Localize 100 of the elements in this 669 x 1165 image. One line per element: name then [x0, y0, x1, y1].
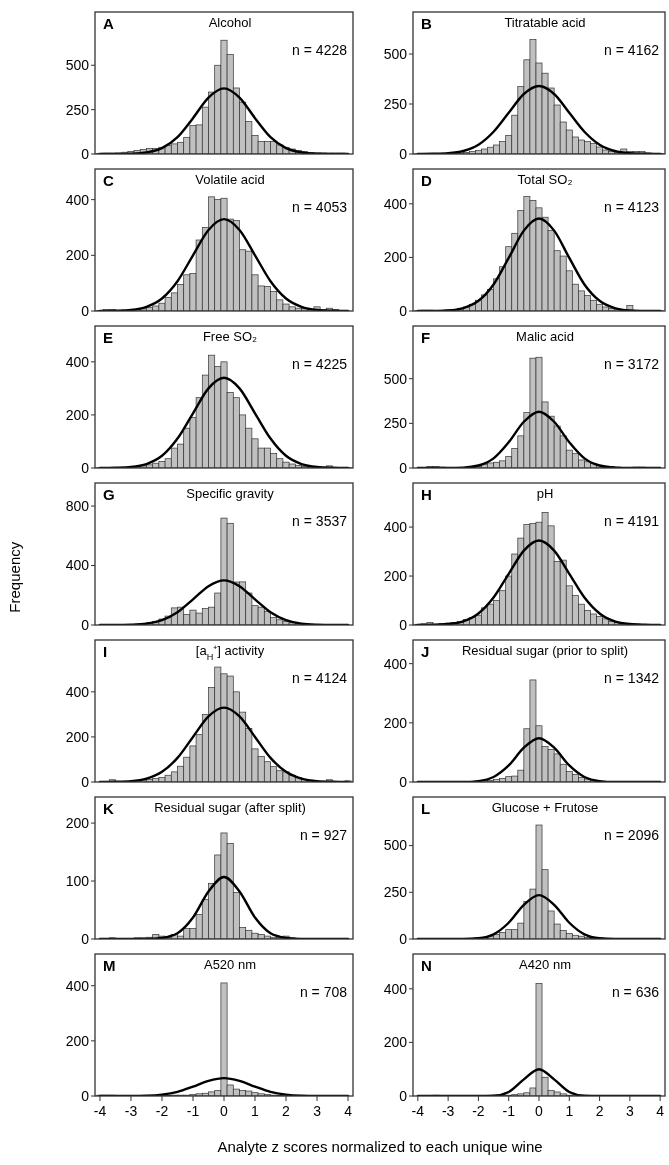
annotation: N — [421, 957, 432, 974]
y-tick-label: 400 — [383, 518, 408, 535]
annotation: K — [103, 800, 114, 817]
x-tick-label: 2 — [282, 1103, 291, 1119]
y-tick-label: 200 — [65, 247, 90, 264]
y-tick-label: 400 — [383, 980, 408, 997]
y-tick-label: 0 — [399, 145, 408, 162]
chart-title: Volatile acid — [195, 172, 265, 187]
x-axis-title: Analyte z scores normalized to each unique wine — [217, 1138, 543, 1155]
chart-title: Glucose + Frutose — [491, 800, 599, 815]
x-tick-label: -1 — [186, 1103, 200, 1119]
annotation: n = 4053 — [292, 199, 348, 215]
annotation: n = 4123 — [604, 199, 660, 215]
y-tick-label: 0 — [81, 773, 90, 790]
chart-title: Total SO₂ — [517, 172, 573, 187]
annotation: L — [421, 800, 431, 817]
y-tick-label: 0 — [81, 302, 90, 319]
chart-title: A520 nm — [203, 957, 257, 972]
x-tick-label: 0 — [220, 1103, 229, 1119]
y-tick-label: 200 — [65, 1032, 90, 1049]
x-tick-label: 2 — [595, 1103, 604, 1119]
annotation: C — [103, 172, 114, 189]
y-tick-label: 0 — [81, 930, 90, 947]
y-tick-label: 250 — [383, 95, 408, 112]
y-tick-label: 250 — [383, 415, 408, 432]
y-tick-label: 200 — [383, 567, 408, 584]
x-tick-label: -4 — [411, 1103, 425, 1119]
chart-title: Malic acid — [516, 329, 574, 344]
annotation: J — [421, 643, 430, 660]
y-tick-label: 200 — [65, 728, 90, 745]
y-tick-label: 400 — [65, 191, 90, 208]
y-tick-label: 500 — [383, 45, 408, 62]
y-tick-label: 250 — [383, 884, 408, 901]
annotation: n = 4162 — [604, 42, 660, 58]
y-tick-label: 200 — [65, 406, 90, 423]
annotation: G — [103, 486, 115, 503]
chart-title: Free SO₂ — [202, 329, 258, 344]
x-tick-label: 1 — [565, 1103, 574, 1119]
chart-title: Specific gravity — [186, 486, 275, 501]
y-tick-label: 200 — [383, 249, 408, 266]
y-tick-label: 0 — [399, 773, 408, 790]
y-tick-label: 0 — [81, 459, 90, 476]
annotation: B — [421, 15, 432, 32]
y-tick-label: 400 — [65, 977, 90, 994]
chart-title: [a$_{H}$⁺] activity — [195, 643, 265, 662]
annotation: n = 2096 — [604, 827, 660, 843]
annotation: n = 4191 — [604, 513, 660, 529]
annotation: H — [421, 486, 432, 503]
y-tick-label: 0 — [81, 145, 90, 162]
y-tick-label: 200 — [65, 814, 90, 831]
annotation: n = 3537 — [292, 513, 348, 529]
x-tick-label: 1 — [251, 1103, 260, 1119]
x-tick-label: -1 — [502, 1103, 516, 1119]
annotation: I — [103, 643, 108, 660]
annotation: n = 1342 — [604, 670, 660, 686]
y-tick-label: 0 — [399, 302, 408, 319]
y-tick-label: 400 — [383, 655, 408, 672]
y-tick-label: 250 — [65, 101, 90, 118]
annotation: n = 3172 — [604, 356, 660, 372]
chart-title: Titratable acid — [504, 15, 586, 30]
y-tick-label: 0 — [81, 1087, 90, 1104]
annotation: A — [103, 15, 114, 32]
annotation: n = 4124 — [292, 670, 348, 686]
y-tick-label: 0 — [399, 616, 408, 633]
annotation: M — [103, 957, 116, 974]
chart-title: Residual sugar (after split) — [154, 800, 306, 815]
annotation: n = 636 — [611, 984, 660, 1000]
x-tick-label: -3 — [441, 1103, 455, 1119]
x-tick-label: 4 — [656, 1103, 665, 1119]
annotation: n = 708 — [299, 984, 348, 1000]
y-tick-label: 400 — [65, 683, 90, 700]
chart-title: Alcohol — [208, 15, 252, 30]
y-tick-label: 400 — [65, 353, 90, 370]
y-tick-label: 500 — [65, 57, 90, 74]
y-tick-label: 500 — [383, 837, 408, 854]
y-tick-label: 400 — [383, 195, 408, 212]
y-tick-label: 0 — [399, 930, 408, 947]
x-tick-label: 3 — [625, 1103, 634, 1119]
x-tick-label: -3 — [124, 1103, 138, 1119]
annotation: D — [421, 172, 432, 189]
y-tick-label: 800 — [65, 497, 90, 514]
y-tick-label: 0 — [81, 616, 90, 633]
x-tick-label: -4 — [93, 1103, 107, 1119]
chart-title: pH — [536, 486, 554, 501]
x-tick-label: 4 — [344, 1103, 353, 1119]
x-tick-label: 3 — [313, 1103, 322, 1119]
y-tick-label: 0 — [399, 1087, 408, 1104]
annotation: F — [421, 329, 431, 346]
y-tick-label: 500 — [383, 370, 408, 387]
y-tick-label: 200 — [383, 714, 408, 731]
y-tick-label: 200 — [383, 1034, 408, 1051]
y-tick-label: 100 — [65, 872, 90, 889]
y-axis-title: Frequency — [6, 541, 23, 613]
annotation: n = 4228 — [292, 42, 348, 58]
chart-title: Residual sugar (prior to split) — [461, 643, 629, 658]
x-tick-label: -2 — [155, 1103, 169, 1119]
chart-title: A420 nm — [518, 957, 572, 972]
annotation: n = 927 — [299, 827, 348, 843]
annotation: n = 4225 — [292, 356, 348, 372]
y-tick-label: 400 — [65, 557, 90, 574]
